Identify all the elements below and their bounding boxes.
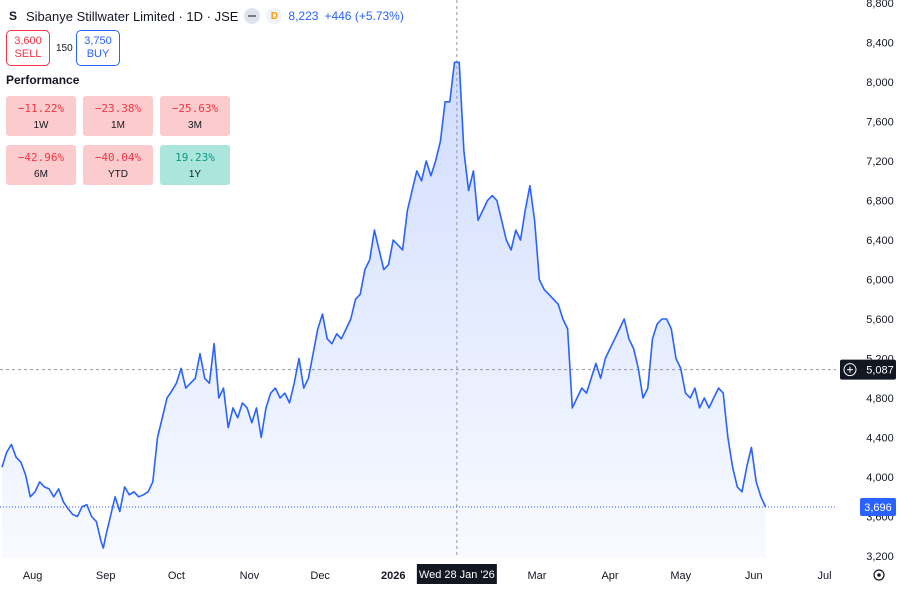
x-tick-label: Oct — [168, 570, 185, 582]
last-price: 8,223 — [288, 9, 319, 23]
x-tick-label: Nov — [240, 570, 260, 582]
y-tick-label: 3,200 — [866, 551, 894, 563]
sell-label: SELL — [14, 48, 42, 60]
perf-value: −40.04% — [94, 150, 142, 164]
performance-grid: −11.22% 1W −23.38% 1M −25.63% 3M −42.96%… — [6, 96, 230, 185]
gear-outer-circle — [873, 569, 885, 581]
price-line — [1, 61, 767, 549]
perf-cell-6m[interactable]: −42.96% 6M — [6, 145, 76, 185]
gear-center-dot — [877, 573, 881, 577]
crosshair-price-label: 5,087 — [866, 365, 894, 377]
perf-period: 3M — [188, 119, 202, 131]
hide-indicator-icon[interactable] — [244, 8, 261, 24]
y-tick-label: 4,000 — [866, 472, 894, 484]
perf-value: −23.38% — [94, 101, 142, 115]
axis-price-labels: Wed 28 Jan '26 5,087 3,696 — [416, 359, 896, 584]
perf-value: −11.22% — [17, 101, 65, 115]
axis-settings-icon — [873, 569, 885, 581]
perf-cell-3m[interactable]: −25.63% 3M — [160, 96, 230, 136]
trade-buttons: 3,600 SELL 150 3,750 BUY — [6, 30, 120, 66]
perf-period: 1W — [33, 119, 49, 131]
chart-header: S Sibanye Stillwater Limited · 1D · JSE … — [6, 6, 404, 26]
buy-price: 3,750 — [84, 35, 112, 47]
x-tick-label: Sep — [96, 570, 116, 582]
y-tick-label: 7,600 — [866, 117, 894, 129]
add-alert-icon — [843, 363, 857, 377]
buy-label: BUY — [86, 48, 110, 60]
crosshair-date-label: Wed 28 Jan '26 — [419, 569, 495, 581]
perf-period: 1M — [111, 119, 125, 131]
delay-badge[interactable]: D — [266, 8, 283, 24]
perf-period: 1Y — [188, 168, 202, 180]
perf-cell-1y[interactable]: 19.23% 1Y — [160, 145, 230, 185]
perf-period: YTD — [108, 168, 128, 180]
symbol-title[interactable]: Sibanye Stillwater Limited · 1D · JSE — [26, 8, 239, 24]
x-tick-label: Jul — [817, 570, 831, 582]
y-tick-label: 6,000 — [866, 275, 894, 287]
x-tick-label: May — [670, 570, 691, 582]
price-change: +446 (+5.73%) — [324, 9, 404, 23]
y-tick-label: 6,800 — [866, 196, 894, 208]
y-tick-label: 4,400 — [866, 433, 894, 445]
performance-title: Performance — [6, 73, 80, 87]
sell-button[interactable]: 3,600 SELL — [6, 30, 50, 66]
price-area-fill — [2, 62, 766, 559]
x-tick-label: Aug — [23, 570, 43, 582]
sell-price: 3,600 — [14, 35, 42, 47]
x-tick-label: Dec — [310, 570, 330, 582]
x-tick-label: Jun — [745, 570, 763, 582]
perf-value: −25.63% — [171, 101, 219, 115]
symbol-logo-icon: S — [8, 9, 17, 23]
y-tick-label: 5,600 — [866, 314, 894, 326]
y-tick-label: 4,800 — [866, 393, 894, 405]
x-tick-label: 2026 — [381, 570, 405, 582]
y-tick-label: 7,200 — [866, 156, 894, 168]
last-price-label: 3,696 — [864, 502, 892, 514]
perf-cell-1w[interactable]: −11.22% 1W — [6, 96, 76, 136]
buy-button[interactable]: 3,750 BUY — [76, 30, 120, 66]
y-tick-label: 6,400 — [866, 235, 894, 247]
y-tick-label: 8,000 — [866, 77, 894, 89]
y-axis: 3,2003,6004,0004,4004,8005,2005,6006,000… — [866, 0, 894, 563]
perf-period: 6M — [34, 168, 48, 180]
spread-value: 150 — [56, 42, 73, 54]
y-tick-label: 8,800 — [866, 0, 894, 10]
crosshair-date-label-bg — [416, 564, 497, 584]
perf-cell-1m[interactable]: −23.38% 1M — [83, 96, 153, 136]
perf-cell-ytd[interactable]: −40.04% YTD — [83, 145, 153, 185]
x-axis: Aug Sep Oct Nov Dec 2026 Mar Apr May Jun Jul — [23, 569, 885, 582]
perf-value: −42.96% — [17, 150, 65, 164]
x-tick-label: Mar — [528, 570, 547, 582]
perf-value: 19.23% — [175, 150, 215, 164]
last-price-label-bg — [860, 498, 896, 517]
x-tick-label: Apr — [601, 570, 618, 582]
y-tick-label: 8,400 — [866, 38, 894, 50]
